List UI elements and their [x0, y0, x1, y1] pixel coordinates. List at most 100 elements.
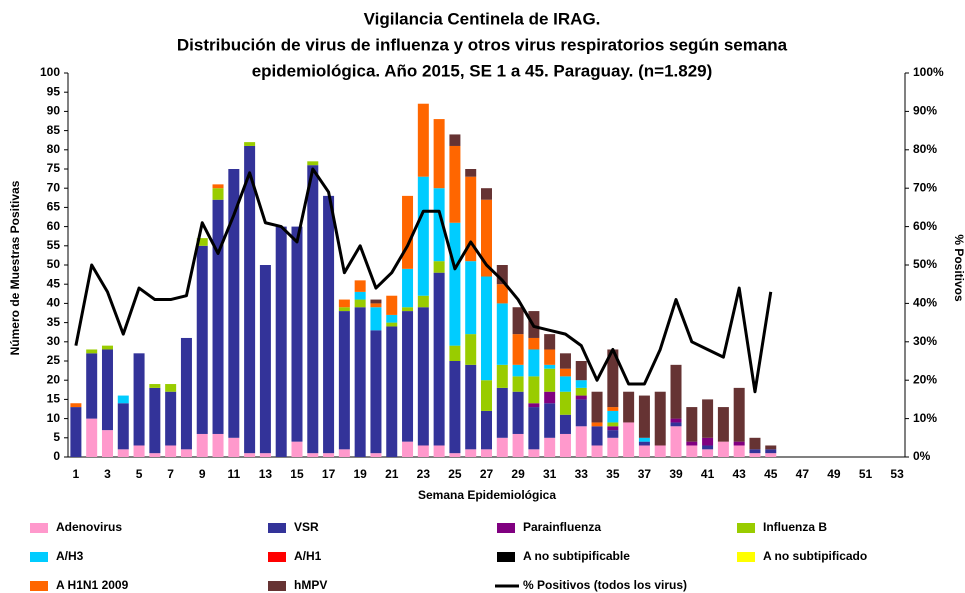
y-tick-label: 85 [47, 123, 61, 137]
bar-segment [544, 364, 556, 369]
bar-segment [133, 353, 145, 446]
legend-label: A no subtipificado [763, 549, 867, 563]
bar-segment [307, 161, 319, 166]
bar-segment [354, 307, 366, 457]
y2-tick-label: 30% [913, 334, 937, 348]
bar-segment [591, 445, 603, 457]
bar-segment [86, 418, 98, 457]
bar-segment [212, 433, 224, 457]
bar-segment [528, 349, 540, 377]
y2-tick-label: 10% [913, 411, 937, 425]
x-tick-label: 33 [575, 467, 589, 481]
bar-segment [117, 403, 129, 450]
bar-segment [386, 322, 398, 327]
y2-tick-label: 40% [913, 296, 937, 310]
legend-swatch [268, 523, 286, 533]
bar-segment [433, 261, 445, 273]
bar-segment [244, 142, 256, 146]
legend-swatch [268, 552, 286, 562]
legend-swatch [30, 552, 48, 562]
bar-segment [591, 422, 603, 427]
bar-segment [559, 353, 571, 369]
bar-segment [638, 445, 650, 457]
bar-segment [765, 449, 777, 454]
bar-segment [259, 265, 271, 454]
bar-segment [196, 238, 208, 246]
y2-tick-label: 100% [913, 65, 944, 79]
bar-segment [512, 433, 524, 457]
bar-segment [749, 437, 761, 450]
bar-segment [575, 426, 587, 457]
x-tick-label: 7 [167, 467, 174, 481]
bar-segment [638, 437, 650, 442]
bar-segment [544, 334, 556, 350]
bar-segment [354, 299, 366, 308]
bar-segment [670, 418, 682, 423]
bar-segment [338, 307, 350, 312]
bar-segment [481, 449, 492, 457]
legend-label: A/H1 [294, 549, 322, 563]
bar-segment [544, 368, 556, 392]
bar-segment [654, 445, 666, 457]
legend-swatch [268, 581, 286, 591]
y-tick-label: 80 [47, 142, 61, 156]
bar-segment [180, 337, 192, 450]
y2-axis-title: % Positivos [952, 234, 965, 302]
y-tick-label: 70 [47, 180, 61, 194]
bar-segment [101, 345, 113, 350]
x-tick-label: 53 [890, 467, 904, 481]
bar-segment [465, 449, 477, 457]
bar-segment [481, 188, 492, 200]
bar-segment [512, 376, 524, 392]
legend-label: hMPV [294, 578, 327, 592]
bar-segment [465, 334, 477, 365]
bar-segment [496, 265, 508, 285]
y2-tick-label: 80% [913, 142, 937, 156]
y-tick-label: 5 [53, 430, 60, 444]
bar-segment [686, 445, 698, 457]
legend-label: A/H3 [56, 549, 84, 563]
x-tick-label: 19 [353, 467, 367, 481]
bar-segment [607, 349, 619, 408]
bar-segment [165, 445, 177, 457]
bar-segment [244, 145, 256, 454]
x-tick-label: 5 [136, 467, 143, 481]
x-tick-label: 21 [385, 467, 399, 481]
bar-segment [402, 307, 414, 312]
bar-segment [607, 430, 619, 438]
bar-segment [370, 453, 382, 457]
bar-segment [449, 345, 461, 361]
bar-segment [402, 268, 414, 308]
bar-segment [670, 364, 682, 419]
x-tick-label: 23 [417, 467, 431, 481]
bar-segment [623, 391, 635, 423]
bar-segment [275, 226, 287, 457]
bar-segment [496, 364, 508, 388]
x-tick-label: 37 [638, 467, 652, 481]
bar-segment [354, 280, 366, 292]
y-tick-label: 90 [47, 104, 61, 118]
line [74, 167, 773, 394]
bar-segment [417, 176, 429, 296]
x-tick-label: 35 [606, 467, 620, 481]
bar-segment [449, 145, 461, 223]
bar-segment [370, 303, 382, 308]
bar-segment [512, 307, 524, 335]
bar-segment [591, 391, 603, 423]
y2-tick-label: 0% [913, 449, 931, 463]
bar-segment [228, 437, 240, 457]
bar-segment [70, 403, 82, 408]
bar-segment [417, 307, 429, 446]
x-tick-label: 13 [259, 467, 273, 481]
bar-segment [323, 195, 335, 454]
bar-segment [575, 361, 587, 381]
bar-segment [180, 449, 192, 457]
y2-tick-label: 60% [913, 219, 937, 233]
bar-segment [559, 391, 571, 415]
y2-tick-label: 70% [913, 180, 937, 194]
bar-segment [496, 303, 508, 365]
bar-segment [544, 403, 556, 438]
bar-segment [749, 449, 761, 454]
x-tick-label: 3 [104, 467, 111, 481]
